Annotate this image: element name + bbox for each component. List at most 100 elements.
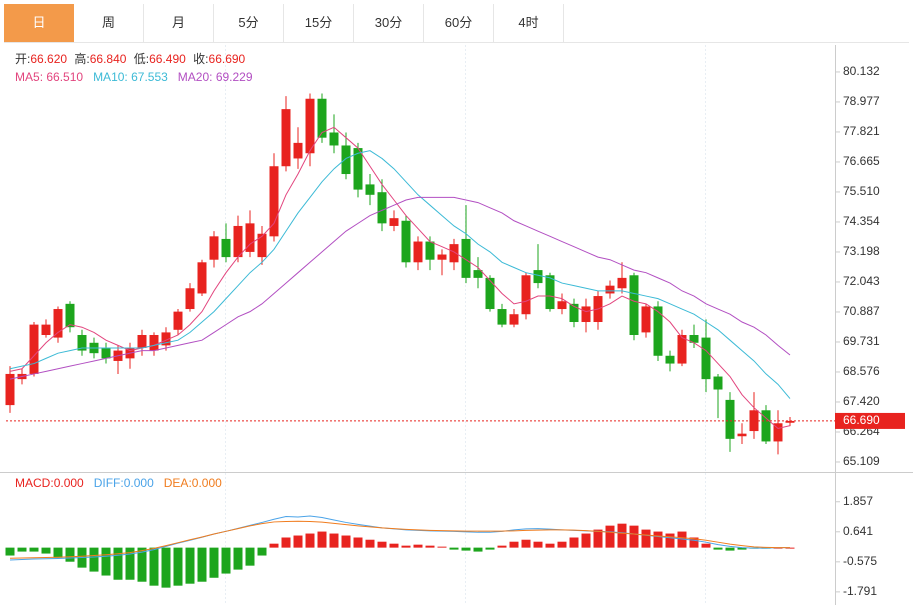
candle-body <box>377 192 387 224</box>
macd-bar <box>593 529 603 548</box>
macd-bar <box>725 547 735 551</box>
legend-value: 66.510 <box>46 70 83 84</box>
macd-bar <box>41 547 51 554</box>
candle-body <box>281 109 291 167</box>
macd-bar <box>185 547 195 584</box>
legend-value: 0.000 <box>124 476 154 490</box>
ohlc-value: 66.490 <box>149 52 186 66</box>
candle-body <box>209 236 219 260</box>
candle-body <box>605 285 615 294</box>
legend-separator: : <box>124 70 131 84</box>
macd-bar <box>197 547 207 582</box>
candle-body <box>701 337 711 380</box>
legend-name: MA20 <box>178 70 210 84</box>
candle-body <box>629 275 639 335</box>
tab[interactable]: 5分 <box>214 4 284 42</box>
legend-name: DIFF <box>94 476 121 490</box>
candle-body <box>677 334 687 364</box>
candle-body <box>569 303 579 323</box>
tab[interactable]: 周 <box>74 4 144 42</box>
y-tick-label: 77.821 <box>843 124 880 138</box>
candle-body <box>425 241 435 260</box>
macd-bar <box>461 547 471 551</box>
macd-bar <box>245 547 255 566</box>
tab[interactable]: 60分 <box>424 4 494 42</box>
candle-body <box>785 420 795 423</box>
legend-value: 67.553 <box>131 70 168 84</box>
macd-bar <box>353 537 363 548</box>
candle-body <box>5 373 15 406</box>
macd-bar <box>413 544 423 548</box>
candle-body <box>521 275 531 315</box>
y-tick-label: 78.977 <box>843 94 880 108</box>
y-tick-label: 69.731 <box>843 334 880 348</box>
legend-value: 69.229 <box>216 70 253 84</box>
last-price-box <box>835 412 905 429</box>
macd-bar <box>605 525 615 548</box>
candle-body <box>53 309 63 338</box>
tab[interactable]: 4时 <box>494 4 564 42</box>
indicator-line <box>9 126 791 430</box>
macd-bar <box>581 533 591 548</box>
macd-bar <box>17 547 27 552</box>
tab[interactable]: 30分 <box>354 4 424 42</box>
candle-body <box>101 347 111 359</box>
candle-body <box>173 311 183 330</box>
macd-bar <box>5 547 15 556</box>
candle-body <box>449 244 459 263</box>
candle-body <box>773 423 783 442</box>
y-tick-label: -1.791 <box>843 584 877 598</box>
ohlc-value: 66.690 <box>209 52 246 66</box>
candle-body <box>293 142 303 159</box>
macd-bar <box>341 535 351 548</box>
candle-body <box>761 410 771 442</box>
y-tick-label: 73.198 <box>843 244 880 258</box>
candle-body <box>329 132 339 146</box>
macd-bar <box>149 547 159 586</box>
macd-bar <box>521 539 531 548</box>
candle-body <box>473 270 483 278</box>
macd-bar <box>629 525 639 548</box>
candle-body <box>269 166 279 237</box>
candle-body <box>389 218 399 226</box>
macd-bar <box>617 523 627 548</box>
macd-bar <box>449 547 459 550</box>
candle-body <box>233 225 243 258</box>
legend-separator: : <box>209 70 216 84</box>
tab[interactable]: 月 <box>144 4 214 42</box>
macd-bar <box>161 547 171 588</box>
candle-body <box>41 324 51 335</box>
y-tick-label: 80.132 <box>843 64 880 78</box>
macd-bar <box>305 533 315 548</box>
legend-separator: : <box>50 476 53 490</box>
candle-body <box>401 220 411 263</box>
tab[interactable]: 15分 <box>284 4 354 42</box>
candle-body <box>305 98 315 154</box>
candle-body <box>161 332 171 346</box>
macd-bar <box>125 547 135 580</box>
candle-body <box>245 223 255 252</box>
y-tick-label: 1.857 <box>843 494 873 508</box>
macd-bar <box>533 541 543 548</box>
candle-body <box>413 241 423 263</box>
indicator-line <box>9 150 791 399</box>
legend-value: 0.000 <box>54 476 84 490</box>
ohlc-label: 高: <box>74 51 89 66</box>
candle-body <box>665 355 675 364</box>
legend-name: MACD <box>15 476 51 490</box>
tab[interactable]: 日 <box>4 4 74 42</box>
indicator-line <box>9 196 791 380</box>
y-tick-label: 65.109 <box>843 454 880 468</box>
candle-body <box>617 277 627 289</box>
macd-bar <box>269 543 279 548</box>
candle-body <box>641 306 651 333</box>
macd-bar <box>401 545 411 548</box>
candle-body <box>557 301 567 310</box>
ohlc-label: 开: <box>15 52 30 66</box>
macd-bar <box>473 547 483 552</box>
macd-bar <box>365 539 375 548</box>
macd-bar <box>665 533 675 548</box>
legend-name: DEA <box>164 476 189 490</box>
ohlc-info: 开:66.620 高:66.840 低:66.490 收:66.690 <box>15 51 246 66</box>
